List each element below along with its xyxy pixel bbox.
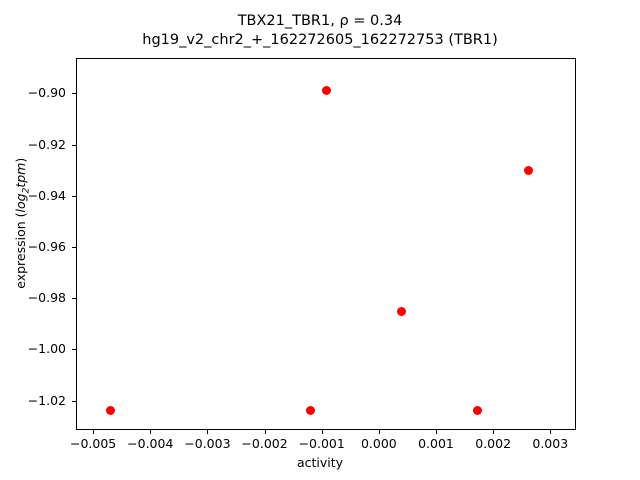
y-tick-mark: [72, 400, 76, 402]
x-tick-mark: [264, 430, 266, 434]
y-tick-label: −0.92: [27, 136, 66, 152]
x-tick-mark: [550, 430, 552, 434]
x-tick-label: −0.003: [184, 436, 231, 451]
y-tick-label: −0.94: [27, 187, 66, 203]
x-tick-mark: [321, 430, 323, 434]
scatter-points-layer: [77, 59, 575, 429]
y-tick-mark: [72, 195, 76, 197]
data-point: [322, 86, 332, 96]
y-axis-label-italic-tpm: tpm: [12, 162, 28, 188]
y-tick-mark: [72, 246, 76, 248]
y-axis-label-plain: expression (: [12, 212, 28, 289]
y-tick-label: −1.02: [27, 392, 66, 408]
y-tick-label: −0.90: [27, 85, 66, 101]
data-point: [473, 405, 483, 415]
y-axis-label-italic-log: log: [12, 193, 28, 213]
y-tick-mark: [72, 349, 76, 351]
data-point: [396, 306, 406, 316]
x-tick-label: −0.004: [127, 436, 174, 451]
x-tick-mark: [436, 430, 437, 434]
x-tick-mark: [207, 430, 209, 434]
y-tick-label: −0.96: [27, 238, 66, 254]
x-tick-mark: [93, 430, 95, 434]
x-tick-label: −0.005: [70, 436, 117, 451]
chart-title-line-2: hg19_v2_chr2_+_162272605_162272753 (TBR1…: [142, 32, 498, 48]
data-point: [105, 405, 115, 415]
x-tick-label: 0.002: [475, 436, 512, 451]
y-axis-label-close-paren: ): [12, 157, 28, 163]
y-tick-label: −0.98: [27, 290, 66, 306]
data-point: [305, 405, 315, 415]
x-tick-mark: [150, 430, 152, 434]
x-tick-label: 0.003: [532, 436, 569, 451]
x-tick-mark: [378, 430, 380, 434]
y-tick-mark: [72, 93, 76, 95]
x-tick-mark: [493, 430, 495, 434]
x-tick-label: −0.002: [241, 436, 288, 451]
y-tick-mark: [72, 298, 76, 300]
y-tick-label: −1.00: [27, 341, 66, 357]
chart-title-line-1: TBX21_TBR1, ρ = 0.34: [237, 13, 403, 29]
x-axis-label: activity: [296, 455, 344, 470]
data-point: [523, 165, 533, 175]
y-axis-label: expression (log2tpm): [13, 93, 32, 353]
plot-axes-frame: [76, 58, 576, 430]
x-tick-label: 0.001: [418, 436, 454, 451]
y-axis-label-subscript: 2: [21, 187, 32, 194]
chart-title: TBX21_TBR1, ρ = 0.34 hg19_v2_chr2_+_1622…: [0, 12, 640, 50]
x-tick-label: −0.001: [298, 436, 345, 451]
y-tick-mark: [72, 144, 76, 146]
x-tick-label: 0.000: [360, 436, 397, 451]
